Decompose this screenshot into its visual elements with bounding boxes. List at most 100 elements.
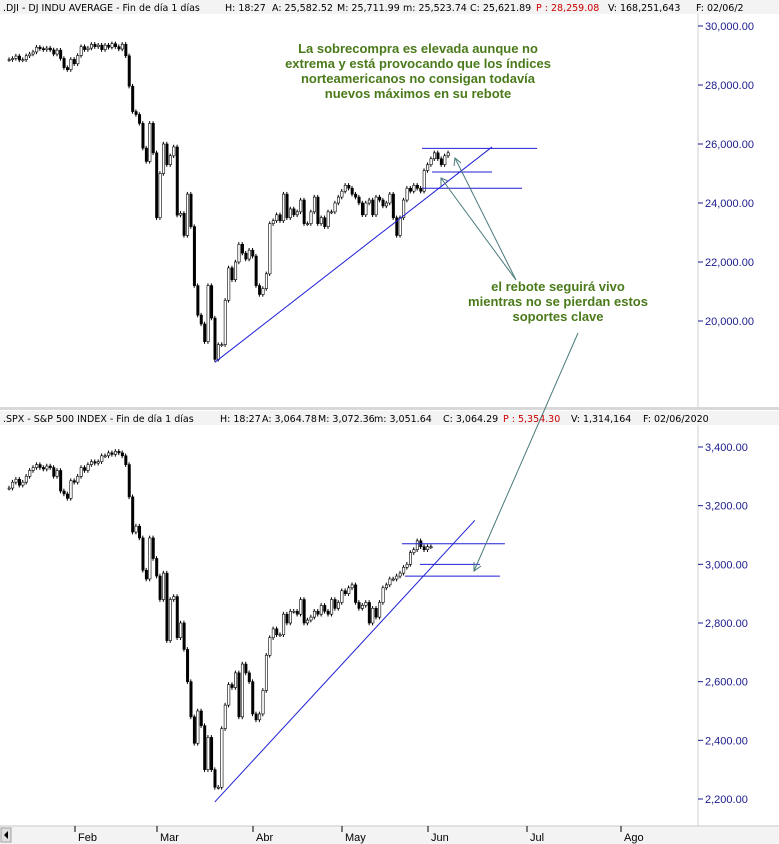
candle: [21, 479, 25, 488]
y-tick-label: 3,200.00: [705, 501, 748, 513]
candle: [151, 121, 155, 156]
candle: [412, 183, 416, 194]
candle: [234, 259, 238, 282]
candle: [138, 112, 142, 126]
candle: [275, 626, 279, 638]
y-tick-label: 28,000.00: [705, 80, 754, 92]
candle: [316, 194, 320, 226]
candle: [244, 250, 248, 262]
candle: [299, 197, 303, 215]
candle: [367, 197, 371, 206]
candle: [189, 191, 193, 229]
candle: [172, 594, 176, 602]
annotation-overbought: La sobrecompra es elevada aunque no extr…: [285, 41, 551, 101]
candle: [412, 547, 416, 555]
candle: [299, 597, 303, 617]
candle: [357, 194, 361, 206]
y-tick-label: 20,000.00: [705, 316, 754, 328]
candle: [155, 556, 159, 579]
candle: [83, 465, 87, 473]
candle: [41, 465, 45, 472]
trend-line[interactable]: [214, 146, 493, 363]
candle: [175, 594, 179, 640]
candle: [336, 600, 340, 611]
candle: [268, 635, 272, 658]
candle: [134, 523, 138, 535]
candle: [251, 247, 255, 259]
candle: [285, 191, 289, 220]
candle: [148, 121, 152, 164]
candle: [230, 682, 234, 690]
scroll-left-icon: [4, 831, 8, 839]
candle: [278, 632, 282, 638]
candle: [165, 141, 169, 167]
candle: [240, 242, 244, 256]
candle: [45, 463, 49, 472]
candle: [155, 150, 159, 220]
candle: [354, 191, 358, 200]
candle: [103, 453, 107, 459]
panel-splitter[interactable]: [0, 407, 779, 410]
dji-header: .DJI - DJ INDU AVERAGE - Fin de día 1 dí…: [0, 0, 779, 14]
candle: [247, 247, 251, 262]
candle: [165, 570, 169, 643]
y-tick-label: 2,800.00: [705, 618, 748, 630]
candle: [409, 550, 413, 567]
candle: [264, 652, 268, 693]
candle: [192, 224, 196, 288]
candle: [131, 494, 135, 535]
candle: [151, 535, 155, 561]
y-tick-label: 2,600.00: [705, 677, 748, 689]
y-tick-label: 30,000.00: [705, 21, 754, 33]
candle: [364, 200, 368, 218]
candle: [288, 608, 292, 626]
candle: [17, 53, 21, 63]
candle: [429, 156, 433, 167]
candle: [374, 606, 378, 620]
candle: [175, 144, 179, 218]
dji-candles: [7, 41, 450, 362]
candle: [402, 564, 406, 576]
spx-candles: [7, 449, 433, 790]
trend-line[interactable]: [214, 519, 476, 803]
candle: [405, 186, 409, 203]
dji-header-c: C: 25,621.89: [470, 3, 531, 14]
candle: [384, 200, 388, 209]
candle: [48, 45, 52, 53]
arrow-head-dji-low: [440, 177, 449, 186]
candle: [433, 150, 437, 161]
dji-header-a: A: 25,582.52: [272, 3, 333, 14]
candle: [422, 168, 426, 194]
candle: [326, 209, 330, 229]
x-tick-label: Ago: [624, 832, 644, 844]
candle: [96, 42, 100, 49]
candle: [110, 41, 114, 50]
candle: [360, 603, 364, 611]
candle: [203, 321, 207, 344]
candle: [247, 670, 251, 684]
candle: [378, 600, 382, 620]
candle: [35, 462, 39, 470]
arrow-to-dji-mid-support: [454, 157, 517, 281]
candle: [179, 211, 183, 218]
candle: [278, 212, 282, 223]
candle: [186, 647, 190, 684]
candle: [210, 283, 214, 321]
candle: [14, 53, 18, 61]
spx-price-axis: 3,400.00 3,200.00 3,000.00 2,800.00 2,600.00…: [698, 442, 748, 806]
candle: [96, 459, 100, 466]
candle: [271, 218, 275, 226]
candle: [117, 44, 121, 52]
candle: [295, 608, 299, 617]
spx-header-v: V: 1,314,164: [571, 414, 631, 425]
dji-header-p: P : 28,259.08: [536, 3, 599, 14]
candle: [312, 194, 316, 215]
candle: [86, 462, 90, 473]
candle: [374, 194, 378, 218]
candle: [11, 56, 15, 62]
candle: [45, 45, 49, 52]
y-tick-label: 26,000.00: [705, 139, 754, 151]
candle: [409, 186, 413, 194]
candle: [234, 670, 238, 690]
